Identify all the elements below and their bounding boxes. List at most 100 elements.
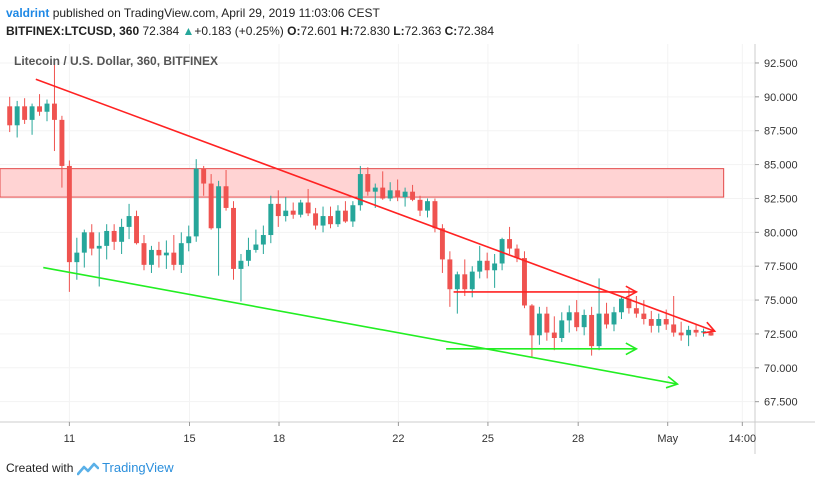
candle-body: [701, 331, 706, 333]
candle: [402, 187, 408, 207]
candle-body: [648, 319, 654, 326]
candle-body: [626, 298, 632, 309]
candle-body: [551, 332, 557, 338]
candle-body: [604, 313, 609, 325]
candle-body: [51, 103, 57, 120]
candle: [618, 296, 624, 320]
candle: [223, 170, 229, 211]
candle-body: [193, 168, 199, 237]
candle-body: [22, 106, 28, 120]
candle: [544, 306, 550, 341]
price-tick-label: 77.500: [764, 261, 798, 273]
candle: [507, 226, 513, 254]
time-tick-label: 22: [392, 433, 404, 445]
candle: [298, 199, 304, 218]
candle-body: [492, 263, 498, 271]
candle-body: [328, 216, 333, 225]
candle-body: [313, 213, 319, 226]
price-axis[interactable]: 92.500 90.000 87.500 85.000 82.500 80.000 77.5…: [755, 58, 798, 409]
candle: [365, 167, 371, 196]
support-trendline[interactable]: [446, 342, 639, 356]
candle: [514, 244, 520, 263]
candle: [37, 94, 43, 116]
candle: [581, 309, 587, 336]
candle: [566, 305, 572, 333]
candle-body: [484, 260, 490, 271]
candle-body: [231, 207, 236, 269]
candle-body: [529, 305, 535, 336]
candle: [328, 206, 333, 229]
candle-body: [387, 190, 393, 199]
candle: [589, 306, 595, 356]
tradingview-brand[interactable]: TradingView: [102, 460, 174, 475]
candle-body: [596, 313, 602, 347]
candle-body: [589, 314, 595, 347]
candle: [126, 203, 132, 240]
author-name[interactable]: valdrint: [6, 6, 50, 20]
candle-body: [14, 106, 20, 126]
candle: [59, 115, 65, 188]
high-value: 72.830: [353, 24, 390, 38]
candle: [462, 259, 468, 296]
candle: [477, 245, 483, 279]
candle-body: [439, 228, 445, 260]
candle-body: [507, 239, 513, 249]
time-tick-label: 25: [482, 433, 494, 445]
time-tick-label: 11: [64, 433, 75, 445]
candle-body: [432, 201, 438, 229]
candle: [604, 302, 609, 329]
candle-body: [350, 205, 356, 222]
candle-body: [37, 106, 43, 112]
candle: [410, 184, 416, 202]
arrow-head-icon: [625, 285, 639, 299]
candle-body: [74, 252, 80, 263]
time-axis[interactable]: 11 15 18 22 25 28 May 14:00: [64, 422, 756, 445]
candle-body: [111, 230, 117, 242]
candle-body: [559, 320, 565, 338]
resistance-trendline[interactable]: [35, 78, 717, 334]
symbol-line: BITFINEX:LTCUSD, 360 72.384 ▲+0.183 (+0.…: [6, 22, 806, 40]
time-tick-label: May: [657, 433, 678, 445]
support-trendline[interactable]: [43, 266, 680, 389]
time-tick-label: 15: [183, 433, 195, 445]
trendlines: [35, 78, 717, 389]
candle-body: [395, 190, 401, 198]
candle: [335, 205, 341, 227]
candle-body: [253, 244, 259, 250]
candle-body: [260, 235, 266, 245]
candle-body: [402, 191, 408, 198]
high-label: H:: [340, 24, 354, 38]
candle: [626, 289, 632, 314]
candle-body: [447, 259, 453, 290]
candles: [7, 62, 714, 357]
chart-header: valdrint published on TradingView.com, A…: [6, 4, 806, 40]
candle: [163, 240, 169, 269]
candle-body: [693, 329, 699, 333]
candle: [81, 229, 87, 268]
price-tick-label: 80.000: [764, 227, 798, 239]
candle-body: [641, 313, 647, 320]
candle: [51, 62, 57, 152]
candle-body: [178, 243, 184, 265]
resistance-trendline[interactable]: [453, 285, 639, 299]
candle-body: [238, 260, 244, 269]
candle-body: [425, 201, 430, 211]
candle-body: [663, 319, 669, 325]
candle-body: [96, 245, 102, 249]
candle: [357, 165, 363, 211]
symbol-label: BITFINEX:LTCUSD, 360: [6, 24, 140, 38]
candle-body: [671, 324, 677, 333]
candle: [156, 241, 162, 268]
candle: [439, 224, 445, 273]
candle-body: [499, 239, 505, 264]
candle: [104, 224, 110, 260]
candle: [611, 306, 617, 332]
candle-body: [148, 249, 154, 265]
candle: [231, 201, 236, 280]
candle-body: [186, 236, 192, 244]
up-arrow-icon: ▲: [182, 24, 195, 38]
candle: [253, 229, 259, 253]
price-chart[interactable]: 92.500 90.000 87.500 85.000 82.500 80.000 77.5…: [0, 44, 815, 454]
arrow-head-icon: [625, 342, 639, 356]
candle-body: [656, 319, 662, 326]
